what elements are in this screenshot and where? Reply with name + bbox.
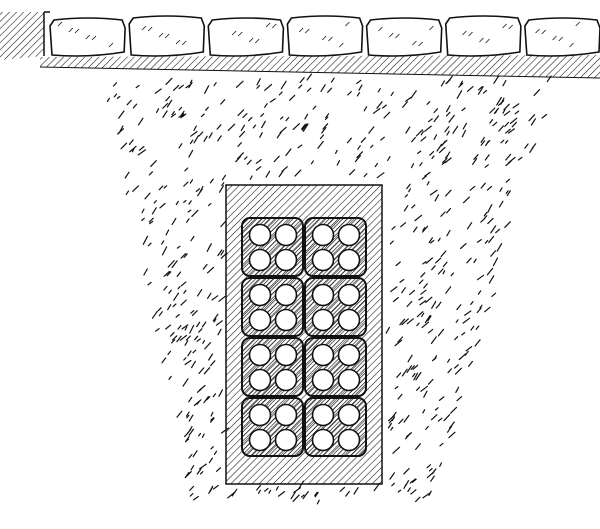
ground-hatch-left <box>0 11 50 60</box>
duct-opening <box>248 283 272 307</box>
duct-opening <box>311 308 335 332</box>
duct-opening <box>337 403 361 427</box>
duct-opening <box>248 308 272 332</box>
duct-opening <box>337 248 361 272</box>
duct-opening <box>311 368 335 392</box>
duct-opening <box>311 343 335 367</box>
duct-opening <box>311 403 335 427</box>
pavement-slab <box>444 15 522 57</box>
duct-opening <box>274 283 298 307</box>
duct-opening <box>337 343 361 367</box>
duct-opening <box>274 403 298 427</box>
pavement-slabs <box>49 15 600 57</box>
duct-opening <box>311 283 335 307</box>
pavement-slab <box>207 17 285 57</box>
duct-opening <box>274 248 298 272</box>
duct-opening <box>274 368 298 392</box>
duct-opening <box>274 343 298 367</box>
duct-opening <box>274 223 298 247</box>
duct-opening <box>337 428 361 452</box>
duct-opening <box>248 223 272 247</box>
duct-opening <box>274 308 298 332</box>
pavement-slab <box>286 15 364 57</box>
backfill-stipple <box>106 73 552 505</box>
duct-opening <box>311 248 335 272</box>
duct-opening <box>248 428 272 452</box>
duct-opening <box>337 368 361 392</box>
duct-bank <box>241 217 367 457</box>
duct-opening <box>248 368 272 392</box>
duct-opening <box>248 343 272 367</box>
duct-opening <box>248 403 272 427</box>
duct-opening <box>248 248 272 272</box>
duct-opening <box>337 223 361 247</box>
duct-opening <box>311 223 335 247</box>
ground-hatch-strip <box>39 55 600 79</box>
duct-opening <box>311 428 335 452</box>
duct-opening <box>337 308 361 332</box>
duct-opening <box>337 283 361 307</box>
pavement-slab <box>365 17 443 57</box>
duct-opening <box>274 428 298 452</box>
